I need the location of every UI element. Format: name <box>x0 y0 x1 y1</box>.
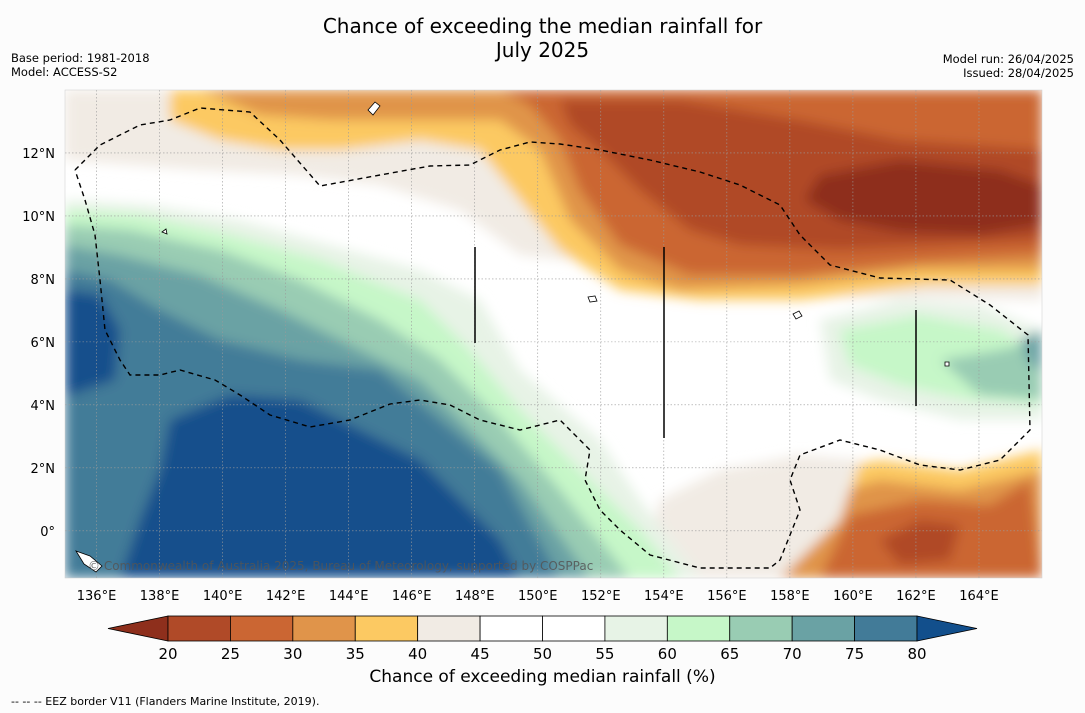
colorbar-tick-label: 60 <box>658 645 677 663</box>
colorbar-tick-label: 25 <box>221 645 240 663</box>
lat-tick-label: 2°N <box>31 462 56 477</box>
meta-left: Base period: 1981-2018 Model: ACCESS-S2 <box>11 51 150 79</box>
colorbar: 20 25 30 35 40 45 50 55 60 65 70 75 80 <box>107 615 978 663</box>
lon-tick-label: 146°E <box>392 589 432 604</box>
lat-tick-label: 8°N <box>31 273 56 288</box>
lat-tick-label: 4°N <box>31 399 56 414</box>
colorbar-tick-label: 55 <box>595 645 614 663</box>
meta-right: Model run: 26/04/2025 Issued: 28/04/2025 <box>943 52 1074 80</box>
base-period-text: Base period: 1981-2018 <box>11 51 150 65</box>
issued-text: Issued: 28/04/2025 <box>963 66 1074 80</box>
chart-title-line1: Chance of exceeding the median rainfall … <box>322 14 763 38</box>
colorbar-tick-label: 70 <box>783 645 802 663</box>
lat-tick-label: 10°N <box>22 210 55 225</box>
lon-tick-label: 156°E <box>707 589 747 604</box>
colorbar-segment <box>167 615 231 642</box>
islands <box>75 101 950 573</box>
colorbar-segment <box>542 615 606 642</box>
lon-tick-label: 144°E <box>329 589 369 604</box>
meridian-lines <box>474 247 917 438</box>
model-text: Model: ACCESS-S2 <box>11 65 118 79</box>
lon-tick-label: 158°E <box>770 589 810 604</box>
colorbar-segment <box>230 615 294 642</box>
colorbar-tick-label: 30 <box>283 645 302 663</box>
colorbar-segment <box>354 615 419 642</box>
eez-border <box>74 107 1031 569</box>
eez-footnote: -- -- -- EEZ border V11 (Flanders Marine… <box>11 695 320 708</box>
colorbar-tick-label: 50 <box>533 645 552 663</box>
lon-tick-label: 142°E <box>266 589 306 604</box>
lon-tick-label: 148°E <box>455 589 495 604</box>
latitude-labels: 12°N 10°N 8°N 6°N 4°N 2°N 0° <box>22 147 55 540</box>
colorbar-segment <box>292 615 356 642</box>
colorbar-tick-label: 20 <box>158 645 177 663</box>
lon-tick-label: 164°E <box>959 589 999 604</box>
lon-tick-label: 152°E <box>581 589 621 604</box>
colorbar-segment <box>666 615 731 642</box>
copyright-text: © Commonwealth of Australia 2025, Bureau… <box>88 559 593 573</box>
gridlines <box>65 90 1042 578</box>
probability-field: © Commonwealth of Australia 2025, Bureau… <box>65 90 1042 578</box>
lat-tick-label: 12°N <box>22 147 55 162</box>
colorbar-tick-label: 45 <box>471 645 490 663</box>
colorbar-tick-label: 40 <box>408 645 427 663</box>
colorbar-tick-label: 80 <box>907 645 926 663</box>
lon-tick-label: 138°E <box>140 589 180 604</box>
lat-tick-label: 0° <box>40 525 55 540</box>
colorbar-tick-label: 65 <box>720 645 739 663</box>
lon-tick-label: 150°E <box>518 589 558 604</box>
colorbar-extend-high <box>916 615 978 642</box>
lon-tick-label: 136°E <box>77 589 117 604</box>
lon-tick-label: 140°E <box>203 589 243 604</box>
colorbar-segment <box>854 615 918 642</box>
colorbar-segment <box>479 615 543 642</box>
lon-tick-label: 154°E <box>644 589 684 604</box>
lat-tick-label: 6°N <box>31 336 56 351</box>
map-frame <box>64 89 1043 579</box>
colorbar-segment <box>729 615 793 642</box>
longitude-labels: 136°E 138°E 140°E 142°E 144°E 146°E 148°E 150°E… <box>77 589 999 604</box>
colorbar-tick-label: 75 <box>845 645 864 663</box>
colorbar-extend-low <box>107 615 169 642</box>
lon-tick-label: 162°E <box>896 589 936 604</box>
colorbar-title: Chance of exceeding median rainfall (%) <box>369 667 716 687</box>
colorbar-segment <box>604 615 668 642</box>
colorbar-tick-label: 35 <box>346 645 365 663</box>
colorbar-segment <box>417 615 481 642</box>
colorbar-segment <box>791 615 855 642</box>
chart-title-line2: July 2025 <box>495 38 590 62</box>
model-run-text: Model run: 26/04/2025 <box>942 52 1074 66</box>
lon-tick-label: 160°E <box>833 589 873 604</box>
